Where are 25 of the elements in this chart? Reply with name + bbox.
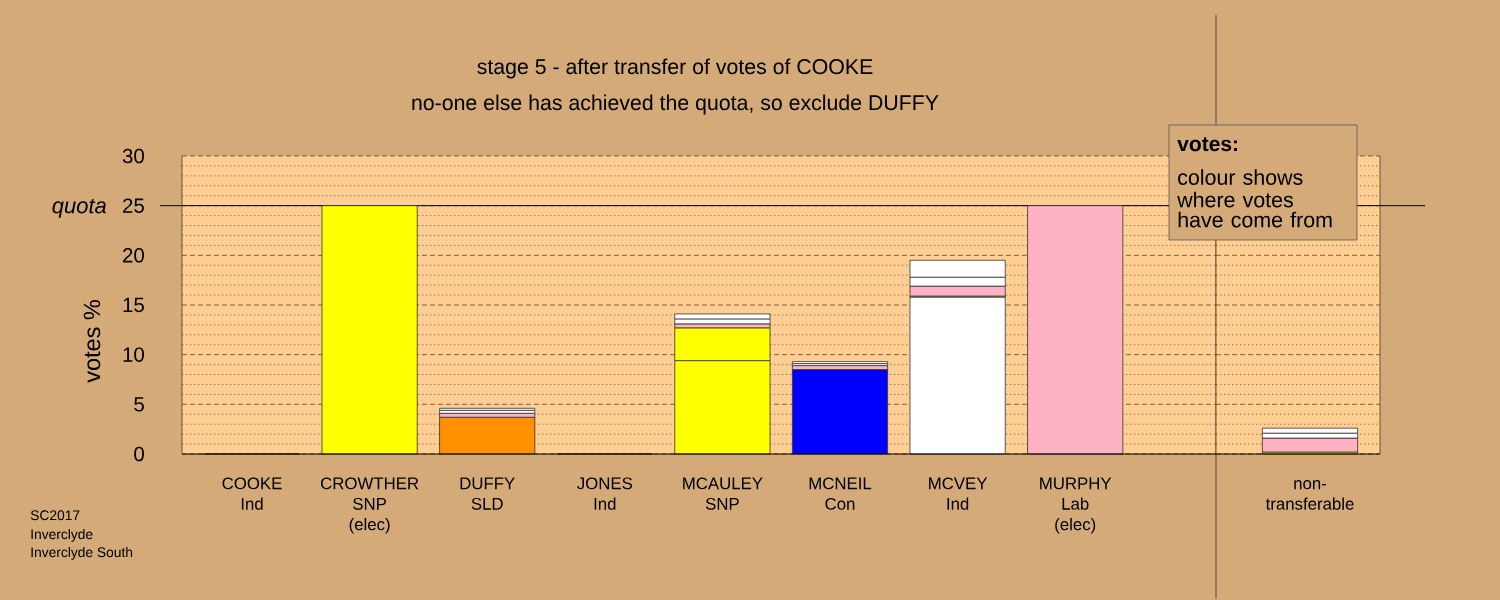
- x-tick-label: MCAULEY SNP: [683, 477, 763, 510]
- y-axis-title: votes %: [83, 300, 101, 383]
- text: SC2017: [30, 510, 80, 521]
- x-tick-label: COOKE Ind: [222, 477, 282, 510]
- text: votes:: [1177, 137, 1238, 152]
- ref-line-label: quota: [52, 198, 107, 218]
- y-tick-label: 0: [134, 446, 144, 462]
- x-tick-label: non-transferable: [1265, 480, 1354, 510]
- chart-title: stage 5 - after transfer of votes of COOKE: [477, 58, 873, 79]
- x-tick-label: JONES Ind: [577, 477, 633, 510]
- x-tick-label: MCNEIL Con: [809, 477, 872, 510]
- x-tick-label: MCVEY Ind: [929, 477, 988, 510]
- y-tick-label: 15: [123, 297, 144, 313]
- annotation: colour shows where votes have come from: [1177, 169, 1332, 228]
- y-tick-label: 25: [123, 198, 144, 213]
- y-tick-label: 10: [123, 347, 144, 362]
- x-tick-label: DUFFY SLD: [460, 477, 515, 510]
- y-tick-label: 5: [134, 397, 144, 412]
- y-tick-label: 30: [122, 148, 144, 164]
- chart-subtitle: no-one else has achieved the quota, so exclude DUFFY: [412, 94, 939, 115]
- text: Inverclyde South: [31, 546, 133, 560]
- x-tick-label: MURPHY Lab (elec): [1040, 477, 1112, 534]
- text: Inverclyde: [31, 528, 93, 542]
- y-tick-label: 20: [123, 248, 144, 263]
- x-tick-label: CROWTHER SNP (elec): [321, 477, 419, 534]
